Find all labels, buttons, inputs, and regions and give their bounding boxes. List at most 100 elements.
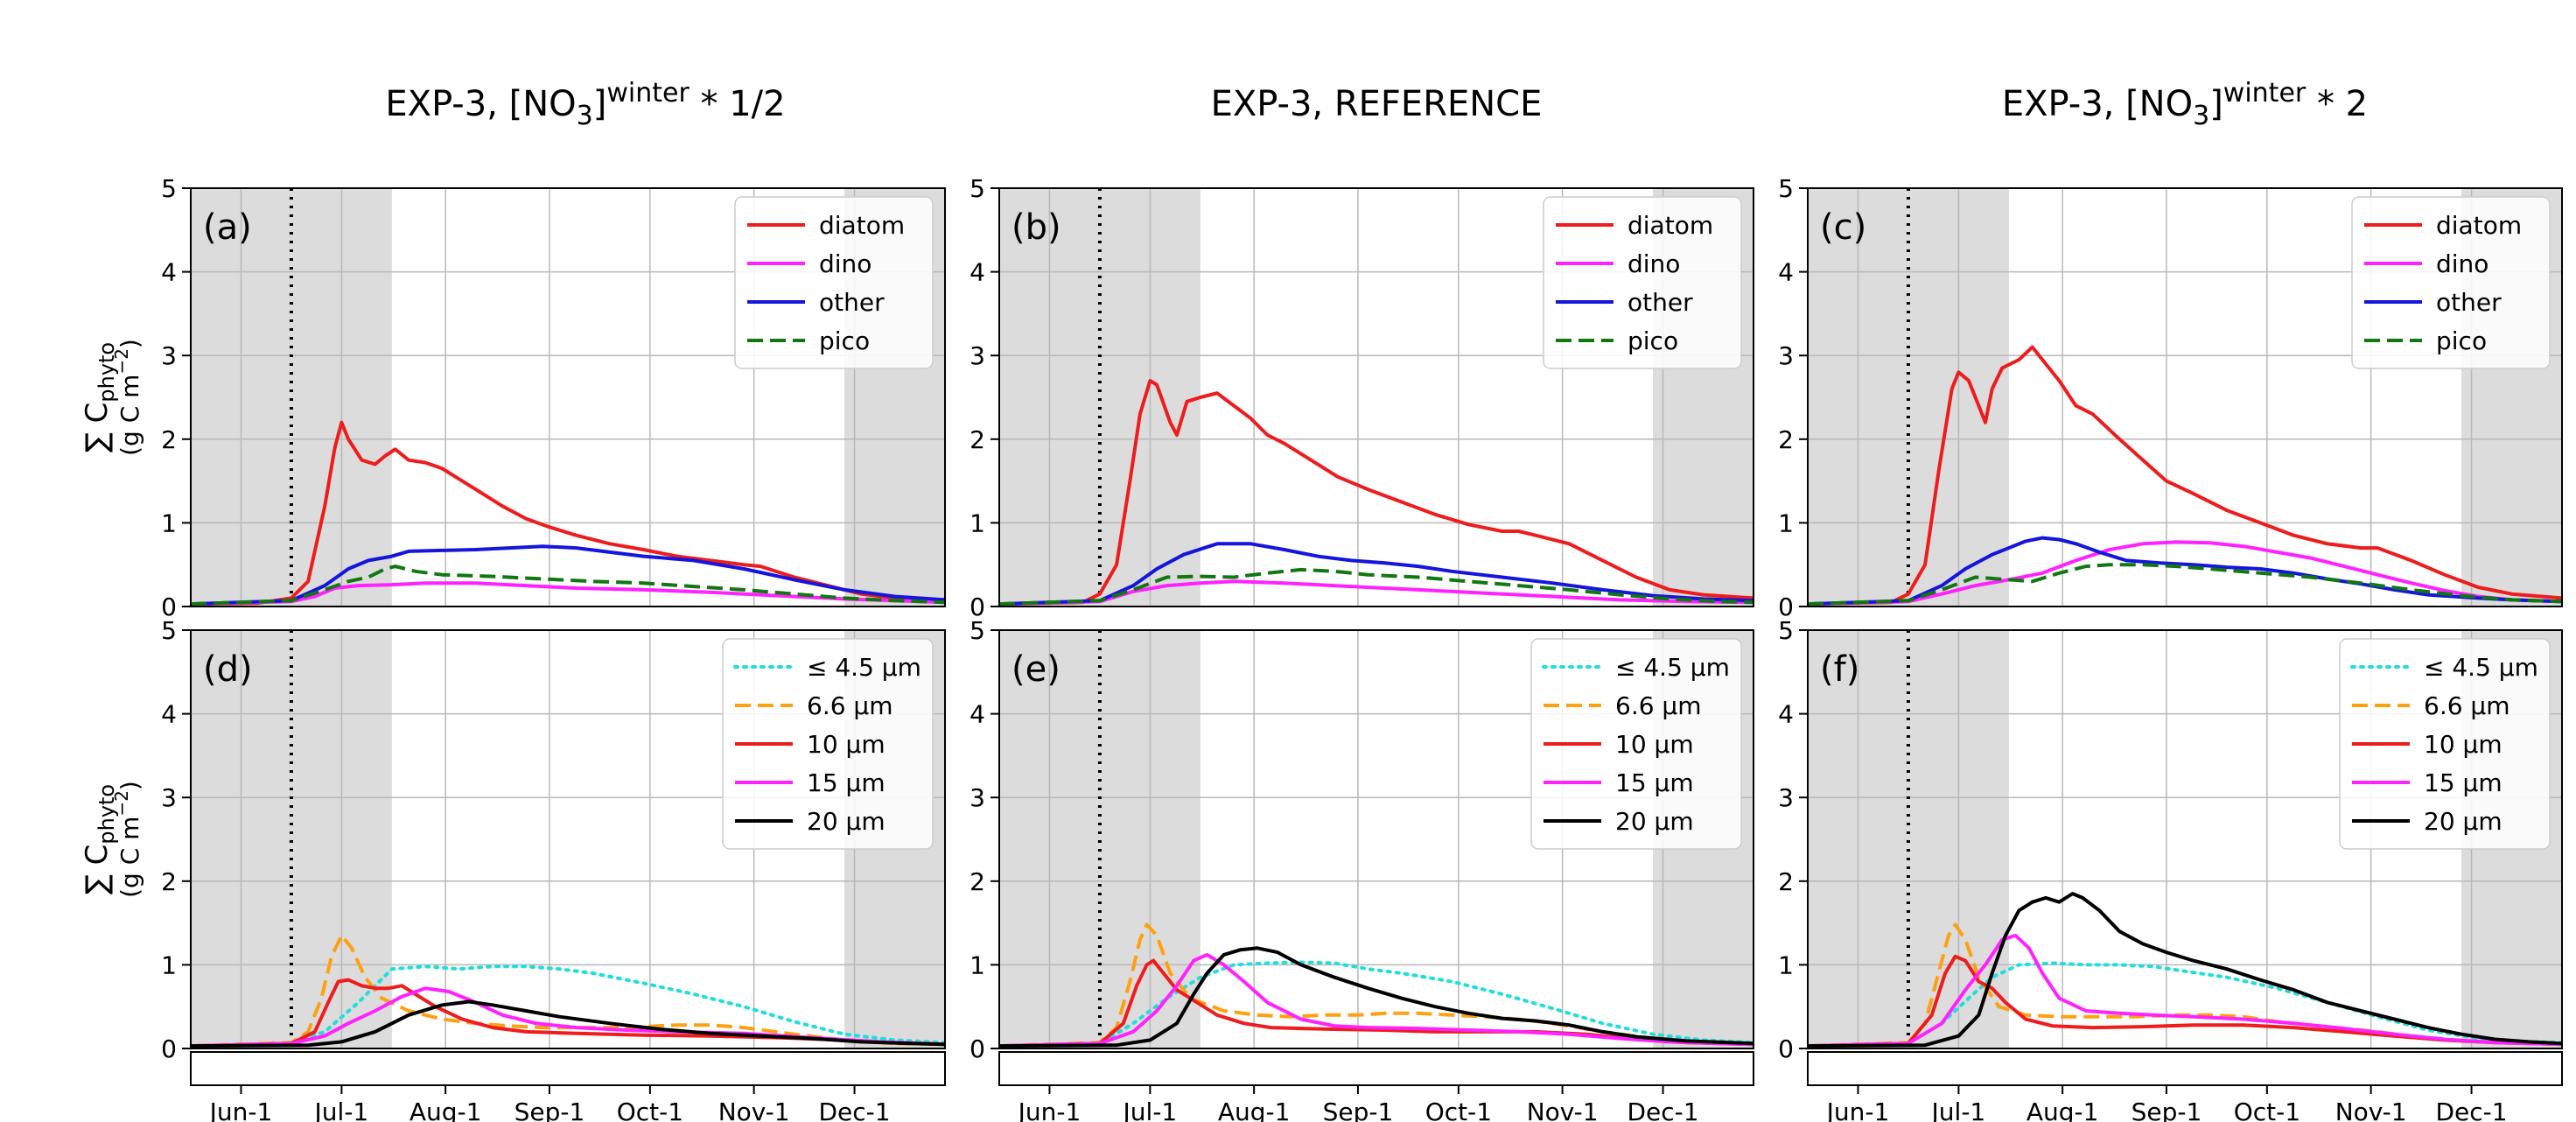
y-tick-label: 5 bbox=[1778, 616, 1794, 645]
series-line-2 bbox=[1808, 954, 2562, 1048]
legend-label: 20 μm bbox=[2424, 807, 2502, 836]
series-line-0 bbox=[1808, 345, 2562, 607]
x-tick-label: Sep-1 bbox=[2132, 1097, 2202, 1122]
y-tick-label: 5 bbox=[970, 174, 985, 203]
y-tick-label: 2 bbox=[161, 425, 177, 454]
legend-label: 10 μm bbox=[807, 730, 886, 759]
y-tick-label: 0 bbox=[161, 1034, 177, 1063]
x-tick-label: Aug-1 bbox=[1218, 1097, 1291, 1122]
y-tick-label: 5 bbox=[970, 616, 985, 645]
x-tick-label: Oct-1 bbox=[1425, 1097, 1492, 1122]
legend-label: ≤ 4.5 μm bbox=[2424, 653, 2538, 682]
shade-early bbox=[191, 188, 392, 607]
legend-label: 15 μm bbox=[2424, 768, 2502, 797]
series-line-4 bbox=[191, 999, 945, 1048]
y-tick-label: 2 bbox=[1778, 425, 1794, 454]
svg-text:∑ Cphyto: ∑ Cphyto bbox=[80, 784, 119, 894]
y-tick-label: 4 bbox=[161, 700, 177, 729]
legend-label: dino bbox=[1628, 249, 1680, 278]
series-line-0 bbox=[999, 960, 1754, 1048]
panel-d: 0 1 2 3 4 5 (d) ≤ 4.5 μm 6.6 μm 10 μm 15 μm 20 μm bbox=[161, 616, 946, 1063]
y-tick-label: 4 bbox=[161, 258, 177, 287]
x-tick-label: Sep-1 bbox=[514, 1097, 585, 1122]
column-title-1: EXP-3, [NO3]winter * 1/2 bbox=[385, 78, 785, 131]
series-line-4 bbox=[1808, 892, 2562, 1048]
series-line-3 bbox=[999, 567, 1754, 607]
panel-frame bbox=[998, 187, 1754, 607]
legend-box bbox=[722, 638, 934, 850]
x-tick-label: Aug-1 bbox=[410, 1097, 482, 1122]
x-axis-strip-2: Jun-1 Jul-1 Aug-1 Sep-1 Oct-1 Nov-1 Dec-1 bbox=[998, 1051, 1754, 1122]
y-tick-label: 1 bbox=[1778, 950, 1794, 979]
panel-frame bbox=[1807, 629, 2563, 1049]
x-tick-label: Dec-1 bbox=[1628, 1097, 1699, 1122]
legend-label: dino bbox=[819, 249, 872, 278]
legend-label: 10 μm bbox=[1615, 730, 1694, 759]
y-tick-label: 0 bbox=[1778, 593, 1794, 621]
series-line-2 bbox=[191, 544, 945, 607]
y-tick-label: 1 bbox=[161, 950, 177, 979]
y-axis-label-1: ∑ Cphyto(g C m−2) bbox=[80, 339, 144, 456]
series-line-3 bbox=[999, 952, 1754, 1048]
legend-label: 6.6 μm bbox=[2424, 691, 2510, 720]
column-title-2: EXP-3, REFERENCE bbox=[1211, 84, 1543, 124]
y-tick-label: 5 bbox=[161, 616, 177, 645]
panel-label: (e) bbox=[1012, 649, 1060, 690]
panel-e: 0 1 2 3 4 5 (e) ≤ 4.5 μm 6.6 μm 10 μm 15 μm 20 μm bbox=[970, 616, 1754, 1063]
x-tick-label: Oct-1 bbox=[617, 1097, 683, 1122]
panel-frame bbox=[190, 187, 946, 607]
series-line-0 bbox=[191, 964, 945, 1048]
y-tick-label: 3 bbox=[970, 341, 985, 370]
x-tick-label: Jun-1 bbox=[208, 1097, 273, 1122]
column-title-3: EXP-3, [NO3]winter * 2 bbox=[2002, 78, 2368, 131]
x-tick-label: Aug-1 bbox=[2026, 1097, 2099, 1122]
panel-frame bbox=[998, 629, 1754, 1049]
y-tick-label: 0 bbox=[970, 593, 985, 621]
legend-label: diatom bbox=[1628, 211, 1713, 240]
legend-box bbox=[2339, 638, 2551, 850]
series-line-2 bbox=[999, 542, 1754, 607]
y-tick-label: 4 bbox=[970, 258, 985, 287]
panel-a: 0 1 2 3 4 5 (a) diatom dino other pico bbox=[161, 174, 946, 621]
y-tick-label: 0 bbox=[1778, 1034, 1794, 1063]
y-tick-label: 0 bbox=[161, 593, 177, 621]
y-tick-label: 2 bbox=[161, 867, 177, 896]
x-tick-label: Dec-1 bbox=[819, 1097, 891, 1122]
legend-label: pico bbox=[819, 326, 870, 355]
panel-f: 0 1 2 3 4 5 (f) ≤ 4.5 μm 6.6 μm 10 μm 15 μm 20 μm bbox=[1778, 616, 2563, 1063]
y-tick-label: 3 bbox=[1778, 783, 1794, 812]
x-tick-label: Jul-1 bbox=[313, 1097, 369, 1122]
legend-label: 20 μm bbox=[1615, 807, 1694, 836]
panel-label: (b) bbox=[1012, 207, 1061, 248]
series-line-0 bbox=[1808, 961, 2562, 1048]
series-line-3 bbox=[191, 565, 945, 607]
svg-text:(g C m−2): (g C m−2) bbox=[111, 339, 144, 456]
y-tick-label: 0 bbox=[970, 1034, 985, 1063]
legend-label: 15 μm bbox=[1615, 768, 1694, 797]
y-tick-label: 3 bbox=[1778, 341, 1794, 370]
series-line-1 bbox=[1808, 540, 2562, 607]
y-tick-label: 4 bbox=[1778, 258, 1794, 287]
x-tick-label: Nov-1 bbox=[2335, 1097, 2407, 1122]
x-tick-label: Jul-1 bbox=[1930, 1097, 1986, 1122]
legend-box bbox=[1530, 638, 1742, 850]
y-tick-label: 3 bbox=[161, 341, 177, 370]
y-tick-label: 1 bbox=[970, 508, 985, 537]
series-line-3 bbox=[1808, 933, 2562, 1048]
y-tick-label: 5 bbox=[1778, 174, 1794, 203]
series-line-3 bbox=[1808, 563, 2562, 607]
legend-label: pico bbox=[2436, 326, 2487, 355]
series-line-2 bbox=[1808, 536, 2562, 607]
panel-label: (f) bbox=[1820, 649, 1859, 690]
y-tick-label: 3 bbox=[970, 783, 985, 812]
legend-label: dino bbox=[2436, 249, 2488, 278]
series-line-1 bbox=[191, 581, 945, 607]
x-tick-label: Nov-1 bbox=[718, 1097, 790, 1122]
panel-label: (d) bbox=[203, 649, 253, 690]
x-axis-strip-1: Jun-1 Jul-1 Aug-1 Sep-1 Oct-1 Nov-1 Dec-1 bbox=[190, 1051, 946, 1122]
legend-label: other bbox=[819, 288, 885, 317]
x-tick-label: Nov-1 bbox=[1527, 1097, 1599, 1122]
x-tick-label: Oct-1 bbox=[2234, 1097, 2300, 1122]
series-line-1 bbox=[191, 933, 945, 1048]
